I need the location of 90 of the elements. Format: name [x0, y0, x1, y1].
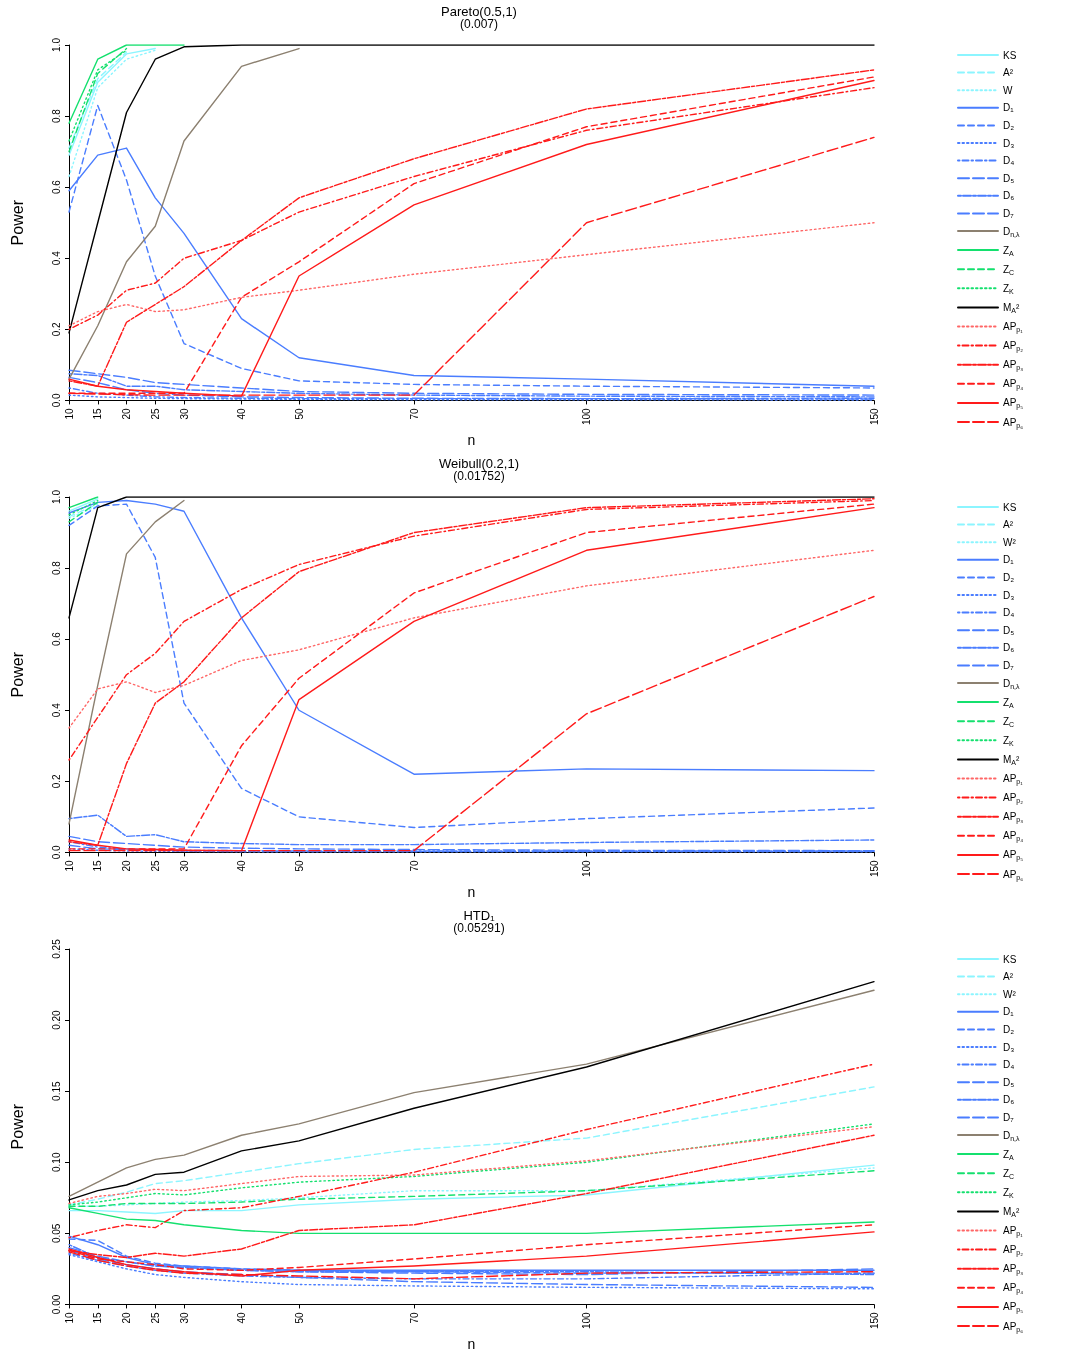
y-tick-label: 1.0 — [50, 489, 62, 504]
legend-label: D₇ — [1003, 659, 1015, 671]
x-tick-label: 100 — [581, 407, 592, 426]
x-tick-label: 70 — [408, 1311, 420, 1324]
y-tick-label: 0.8 — [50, 560, 62, 576]
x-tick-label: 15 — [92, 407, 104, 420]
legend-label: D₄ — [1003, 1059, 1015, 1071]
legend-label: A² — [1003, 519, 1014, 531]
legend-label: D₅ — [1003, 172, 1015, 184]
legend-label: D₅ — [1003, 1076, 1015, 1088]
x-tick-label: 70 — [408, 859, 420, 872]
y-tick-label: 0.10 — [50, 1152, 62, 1172]
chart-subtitle: (0.01752) — [453, 469, 505, 483]
x-tick-label: 100 — [581, 859, 592, 878]
legend-label: KS — [1003, 49, 1017, 61]
x-tick-label: 50 — [293, 1311, 305, 1324]
chart-title: Weibull(0.2,1) — [439, 456, 519, 471]
legend-label: D₃ — [1003, 1041, 1015, 1053]
x-tick-label: 20 — [121, 859, 132, 872]
legend-label: KS — [1003, 501, 1017, 513]
y-tick-label: 0.20 — [50, 1009, 62, 1030]
legend-label: D₃ — [1003, 589, 1015, 601]
x-tick-label: 30 — [178, 407, 190, 420]
chart-subtitle: (0.05291) — [453, 921, 505, 935]
x-tick-label: 150 — [868, 407, 880, 426]
y-axis-title: Power — [8, 651, 26, 698]
y-tick-label: 0.6 — [50, 631, 62, 647]
y-tick-label: 0.6 — [50, 179, 62, 195]
legend-label: W — [1003, 84, 1013, 96]
x-tick-label: 150 — [868, 859, 880, 878]
y-tick-label: 0.4 — [50, 250, 62, 266]
y-tick-label: 0.8 — [50, 108, 62, 124]
x-tick-label: 20 — [121, 407, 132, 420]
x-tick-label: 20 — [121, 1311, 132, 1324]
x-axis-title: n — [467, 1336, 476, 1352]
x-tick-label: 10 — [63, 859, 75, 872]
y-tick-label: 0.0 — [50, 845, 62, 860]
legend-label: A² — [1003, 67, 1014, 79]
legend-label: D₄ — [1003, 155, 1015, 167]
x-tick-label: 10 — [63, 1311, 75, 1324]
legend-label: D₆ — [1003, 190, 1015, 202]
legend-label: D₁ — [1003, 554, 1015, 566]
legend-label: W² — [1003, 988, 1017, 1000]
legend-label: D₁ — [1003, 102, 1015, 114]
legend-label: D₆ — [1003, 1094, 1015, 1106]
legend-label: W² — [1003, 536, 1017, 548]
x-tick-label: 25 — [149, 859, 161, 872]
x-tick-label: 150 — [868, 1311, 880, 1330]
x-axis-title: n — [467, 432, 476, 448]
y-tick-label: 1.0 — [50, 37, 62, 52]
chart-subtitle: (0.007) — [459, 17, 499, 31]
x-tick-label: 25 — [149, 1311, 161, 1324]
y-tick-label: 0.4 — [50, 702, 62, 718]
legend-label: D₇ — [1003, 1111, 1015, 1123]
x-tick-label: 15 — [92, 1311, 104, 1324]
legend-label: D₃ — [1003, 137, 1015, 149]
legend-label: KS — [1003, 953, 1017, 965]
x-tick-label: 50 — [293, 859, 305, 872]
y-tick-label: 0.15 — [50, 1081, 62, 1101]
legend-label: D₂ — [1003, 119, 1015, 131]
x-tick-label: 30 — [178, 1311, 190, 1324]
y-tick-label: 0.2 — [50, 773, 62, 789]
x-tick-label: 100 — [581, 1311, 592, 1330]
x-tick-label: 40 — [236, 1311, 247, 1324]
legend-label: D₆ — [1003, 642, 1015, 654]
legend-label: D₂ — [1003, 1023, 1015, 1035]
y-tick-label: 0.2 — [50, 321, 62, 337]
x-tick-label: 50 — [293, 407, 305, 420]
legend-label: D₄ — [1003, 607, 1015, 619]
legend-label: D₂ — [1003, 571, 1015, 583]
y-tick-label: 0.05 — [50, 1223, 62, 1244]
chart-title: HTD₁ — [463, 908, 496, 923]
x-tick-label: 30 — [178, 859, 190, 872]
y-axis-title: Power — [8, 1103, 26, 1150]
x-tick-label: 10 — [63, 407, 75, 420]
legend-label: D₁ — [1003, 1006, 1015, 1018]
y-tick-label: 0.25 — [50, 938, 62, 959]
legend-label: D₇ — [1003, 207, 1015, 219]
x-tick-label: 40 — [236, 407, 247, 420]
x-tick-label: 25 — [149, 407, 161, 420]
y-tick-label: 0.00 — [50, 1294, 62, 1315]
x-tick-label: 40 — [236, 859, 247, 872]
chart-title: Pareto(0.5,1) — [441, 4, 517, 19]
x-axis-title: n — [467, 884, 476, 900]
x-tick-label: 70 — [408, 407, 420, 420]
legend-label: A² — [1003, 971, 1014, 983]
y-axis-title: Power — [8, 199, 26, 246]
y-tick-label: 0.0 — [50, 393, 62, 408]
legend-label: D₅ — [1003, 624, 1015, 636]
x-tick-label: 15 — [92, 859, 104, 872]
